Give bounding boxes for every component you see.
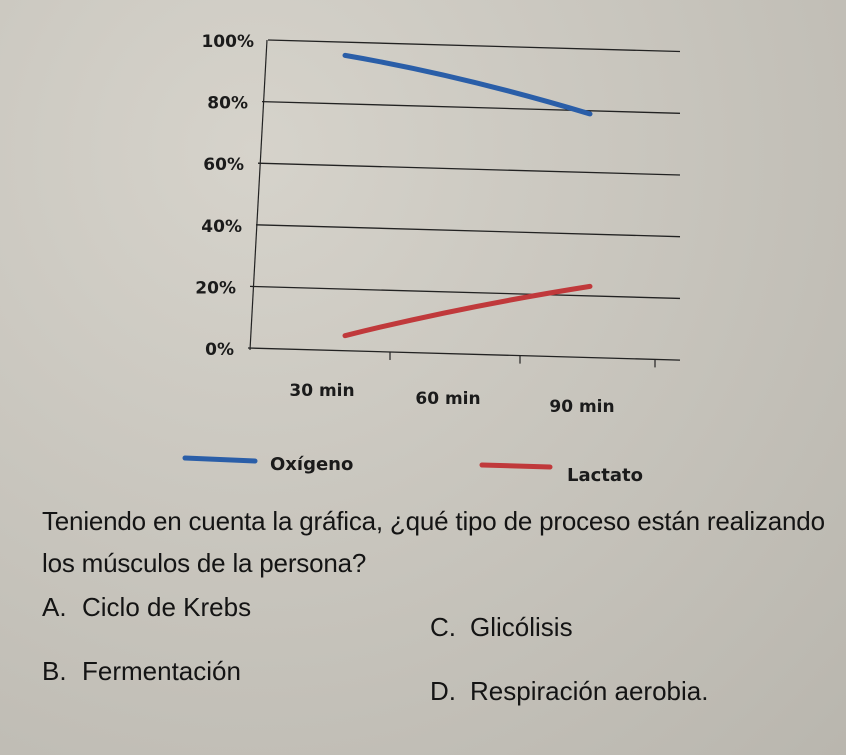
gridline (257, 162, 681, 176)
option-c[interactable]: C. Glicólisis (430, 612, 573, 643)
legend-swatch (182, 455, 258, 464)
option-b-text: Fermentación (82, 656, 241, 686)
legend-label: Lactato (567, 465, 643, 486)
x-axis-ticks: 30 min 60 min 90 min (289, 351, 656, 417)
gridline (249, 285, 681, 300)
legend-swatch (479, 462, 553, 470)
series-line-lactato (342, 283, 593, 339)
x-tick-label: 60 min (415, 389, 480, 409)
option-a[interactable]: A. Ciclo de Krebs (42, 592, 251, 623)
question-text: Teniendo en cuenta la gráfica, ¿qué tipo… (42, 506, 825, 578)
option-b[interactable]: B. Fermentación (42, 656, 241, 687)
y-tick-label: 40% (201, 217, 242, 237)
option-a-letter: A. (42, 592, 67, 622)
gridlines (247, 39, 681, 361)
legend-label: Oxígeno (270, 454, 353, 475)
series-line-oxigeno (342, 52, 593, 117)
y-axis-line (249, 39, 268, 351)
series-lines (342, 52, 593, 339)
option-c-text: Glicólisis (470, 612, 573, 642)
x-tick-label: 90 min (549, 397, 614, 417)
option-d-text: Respiración aerobia. (470, 676, 709, 706)
y-tick-label: 100% (201, 32, 254, 52)
option-d[interactable]: D. Respiración aerobia. (430, 676, 708, 707)
option-c-letter: C. (430, 612, 456, 642)
option-d-letter: D. (430, 676, 456, 706)
y-axis-ticks: 100% 80% 60% 40% 20% 0% (195, 32, 254, 360)
y-tick-label: 60% (203, 155, 244, 175)
y-tick-label: 20% (195, 278, 236, 298)
gridline (267, 39, 681, 53)
line-chart: 100% 80% 60% 40% 20% 0% 30 min 60 min 90 min Ox… (182, 32, 681, 486)
y-tick-label: 0% (205, 340, 234, 360)
legend: Oxígeno Lactato (182, 454, 643, 486)
option-b-letter: B. (42, 656, 67, 686)
gridline (255, 224, 681, 238)
y-tick-label: 80% (207, 94, 248, 114)
gridline (247, 347, 681, 361)
x-tick-label: 30 min (289, 381, 354, 401)
option-a-text: Ciclo de Krebs (82, 592, 252, 622)
gridline (261, 100, 681, 114)
